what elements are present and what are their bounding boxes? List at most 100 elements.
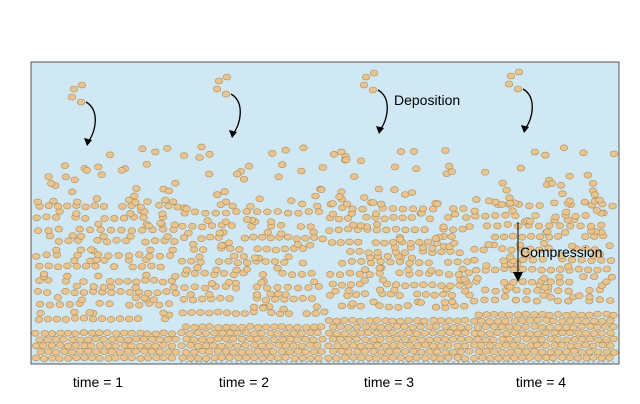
sediment-grain xyxy=(91,262,100,270)
sediment-grain xyxy=(70,289,79,297)
sediment-grain xyxy=(158,278,167,286)
sediment-grain xyxy=(47,342,57,349)
sediment-grain xyxy=(224,257,233,265)
sediment-grain xyxy=(433,336,442,344)
sediment-grain xyxy=(187,257,196,265)
sediment-grain xyxy=(440,299,450,306)
sediment-grain xyxy=(537,266,546,274)
sediment-grain xyxy=(525,330,535,338)
sediment-grain xyxy=(278,336,287,343)
sediment-grain xyxy=(460,342,469,350)
sediment-grain xyxy=(562,324,571,331)
sediment-grain xyxy=(106,226,116,234)
falling-grains xyxy=(67,68,524,106)
sediment-grain xyxy=(354,238,363,246)
sediment-grain xyxy=(372,226,381,234)
sediment-grain xyxy=(489,323,499,331)
sediment-grain xyxy=(357,329,366,337)
sediment-grain xyxy=(526,218,535,225)
sediment-grain xyxy=(177,329,186,336)
sediment-grain xyxy=(558,354,567,361)
sediment-grain xyxy=(229,348,238,356)
sediment-grain xyxy=(388,329,397,337)
sediment-grain xyxy=(243,259,252,266)
sediment-grain xyxy=(562,348,571,355)
sediment-grain xyxy=(385,335,394,343)
sediment-grain xyxy=(155,301,164,309)
sediment-grain xyxy=(555,273,564,281)
sediment-grain xyxy=(294,284,303,292)
sediment-grain xyxy=(360,348,370,355)
sediment-grain xyxy=(449,335,458,343)
sediment-grain xyxy=(169,283,178,291)
suspended-grain xyxy=(447,168,456,175)
falling-grain xyxy=(77,81,87,89)
sediment-grain xyxy=(375,286,385,294)
sediment-grain xyxy=(63,272,72,280)
sediment-grain xyxy=(139,214,148,221)
sediment-grain xyxy=(311,310,320,317)
sediment-grain xyxy=(573,354,582,362)
sediment-grain xyxy=(153,289,162,297)
sediment-grain xyxy=(94,272,103,280)
deposition-arrows xyxy=(84,88,533,146)
sediment-grain xyxy=(403,302,412,309)
sediment-grain xyxy=(436,342,445,350)
sediment-grain xyxy=(425,348,434,356)
sediment-grain xyxy=(470,341,479,349)
sediment-grain xyxy=(132,335,141,343)
sediment-grain xyxy=(453,342,462,350)
sediment-grain xyxy=(164,348,173,356)
sediment-grain xyxy=(435,269,444,277)
sediment-grain xyxy=(606,297,615,304)
sediment-grain xyxy=(590,317,599,325)
sediment-grain xyxy=(144,222,153,230)
suspended-grain xyxy=(516,164,526,172)
sediment-grain xyxy=(45,232,55,240)
sediment-grain xyxy=(609,323,618,331)
sediment-grain xyxy=(159,329,168,337)
suspended-grain xyxy=(337,148,346,156)
sediment-grain xyxy=(114,252,123,259)
sediment-grain xyxy=(505,335,514,343)
sediment-grain xyxy=(196,258,205,266)
time-label-4: time = 4 xyxy=(516,374,566,390)
falling-grain xyxy=(214,77,224,85)
sediment-grain xyxy=(598,317,607,325)
suspended-grain xyxy=(497,201,506,208)
sediment-grain xyxy=(70,257,79,264)
sediment-grain xyxy=(85,226,95,234)
sediment-grain xyxy=(538,310,547,318)
sediment-grain xyxy=(526,233,536,240)
sediment-grain xyxy=(202,355,211,362)
sediment-grain xyxy=(395,269,404,277)
sediment-grain xyxy=(453,329,462,337)
sediment-grain xyxy=(159,309,168,317)
sediment-grain xyxy=(71,330,80,338)
sediment-grain xyxy=(564,263,573,270)
sediment-grain xyxy=(460,355,470,362)
sediment-grain xyxy=(104,252,113,260)
sediment-grain xyxy=(429,329,438,337)
sediment-grain xyxy=(292,235,301,243)
sediment-grain xyxy=(120,342,129,349)
sediment-grain xyxy=(449,348,458,356)
suspended-grain xyxy=(132,185,141,192)
sediment-grain xyxy=(294,209,303,217)
sediment-grain xyxy=(429,342,438,350)
sediment-grain xyxy=(396,341,405,349)
sediment-grain xyxy=(274,341,283,349)
suspended-grain xyxy=(244,162,253,170)
sediment-grain xyxy=(294,348,303,355)
sediment-grain xyxy=(298,354,307,362)
sediment-grain xyxy=(262,323,271,331)
sediment-grain xyxy=(394,304,403,311)
sediment-grain xyxy=(348,342,358,349)
sediment-grain xyxy=(413,342,422,350)
suspended-grain xyxy=(281,146,290,154)
sediment-grain xyxy=(534,222,544,230)
sediment-grain xyxy=(540,274,549,282)
sediment-grain xyxy=(127,354,136,362)
sediment-grain xyxy=(453,258,462,266)
sediment-grain xyxy=(556,266,565,273)
